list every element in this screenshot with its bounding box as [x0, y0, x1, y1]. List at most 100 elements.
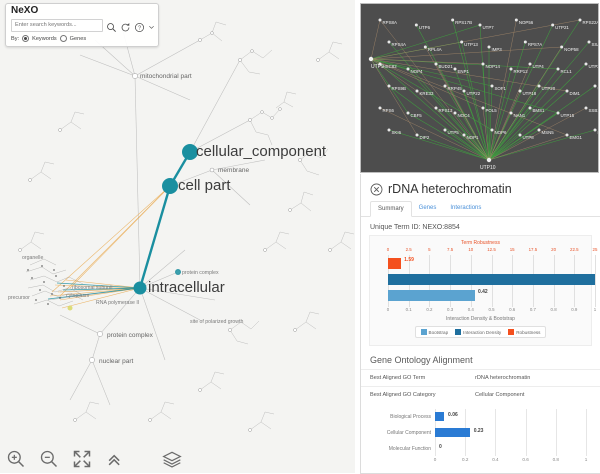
gene-node[interactable] — [453, 111, 457, 115]
node-cellular-component[interactable] — [182, 144, 198, 160]
gene-node[interactable] — [509, 111, 513, 115]
chevron-down-icon[interactable] — [148, 20, 155, 31]
gene-label: EMG1 — [570, 135, 583, 140]
help-icon[interactable]: ? — [134, 20, 145, 32]
legend-label: Bootstrap — [428, 329, 449, 335]
gene-label: UTP13 — [464, 42, 478, 47]
gene-node[interactable] — [387, 40, 391, 44]
gene-node[interactable] — [481, 62, 485, 66]
gene-node[interactable] — [593, 128, 597, 132]
gene-node[interactable] — [578, 18, 582, 22]
legend-swatch — [508, 329, 515, 335]
gene-node[interactable] — [565, 133, 569, 137]
gene-node[interactable] — [584, 106, 588, 110]
gene-label: RPS7A — [528, 42, 542, 47]
gene-node[interactable] — [387, 128, 391, 132]
gene-node[interactable] — [587, 40, 591, 44]
gene-node[interactable] — [460, 40, 464, 44]
gene-node[interactable] — [514, 18, 518, 22]
gene-node[interactable] — [518, 89, 522, 93]
gene-label: UTP20 — [542, 86, 556, 91]
gene-node[interactable] — [414, 23, 418, 27]
zoom-out-icon[interactable] — [39, 449, 59, 469]
search-panel[interactable]: NeXO ? By: Keywords — [5, 3, 159, 47]
gene-node[interactable] — [434, 62, 438, 66]
gene-node[interactable] — [406, 67, 410, 71]
node-cell-part[interactable] — [162, 178, 178, 194]
gene-label: CBF5 — [411, 113, 423, 118]
search-input[interactable] — [11, 18, 103, 32]
tree-label-nuclear-part: nuclear part — [99, 358, 134, 365]
gene-node[interactable] — [478, 23, 482, 27]
tab-interactions[interactable]: Interactions — [450, 205, 482, 211]
chart-legend-wrap: Bootstrap Interaction Density Robustness — [374, 322, 587, 340]
zoom-in-icon[interactable] — [6, 449, 26, 469]
top-tick: 17.5 — [528, 247, 538, 252]
page-title: rDNA heterochromatin — [388, 182, 512, 196]
gene-node[interactable] — [593, 84, 597, 88]
bar-robustness: 1.59 — [388, 257, 414, 269]
go-row: Biological Process 0.06 — [369, 409, 592, 424]
collapse-chevrons-icon[interactable] — [105, 449, 125, 469]
gene-node[interactable] — [443, 84, 447, 88]
gene-node[interactable] — [443, 128, 447, 132]
gene-node[interactable] — [415, 133, 419, 137]
gene-node[interactable] — [378, 62, 382, 66]
gene-node[interactable] — [487, 45, 491, 49]
gene-node[interactable] — [406, 111, 410, 115]
gene-node[interactable] — [434, 106, 438, 110]
gene-node[interactable] — [451, 18, 455, 22]
gene-node[interactable] — [556, 67, 560, 71]
radio-genes[interactable] — [59, 35, 67, 42]
chart-plot-area: 1.59 0.42 — [374, 255, 596, 307]
gene-node[interactable] — [556, 111, 560, 115]
gene-node[interactable] — [584, 62, 588, 66]
by-label: By: — [11, 35, 20, 42]
gene-node[interactable] — [518, 133, 522, 137]
gene-node[interactable] — [528, 62, 532, 66]
gene-node[interactable] — [528, 106, 532, 110]
gene-label: RRP12 — [514, 69, 529, 74]
gene-node[interactable] — [509, 67, 513, 71]
gene-node[interactable] — [378, 106, 382, 110]
gene-node[interactable] — [537, 84, 541, 88]
svg-text:?: ? — [138, 25, 141, 31]
node-intracellular[interactable] — [133, 281, 147, 295]
refresh-icon[interactable] — [120, 20, 131, 31]
gene-node[interactable] — [523, 40, 527, 44]
gene-node[interactable] — [490, 84, 494, 88]
gene-node[interactable] — [537, 128, 541, 132]
radio-genes-label: Genes — [69, 35, 87, 42]
gene-node[interactable] — [462, 89, 466, 93]
tree-label-cytoplasm: cytoplasm — [66, 293, 89, 299]
network-hub-node[interactable] — [486, 157, 492, 163]
gene-node[interactable] — [565, 89, 569, 93]
radio-keywords[interactable] — [22, 35, 30, 42]
search-icon[interactable] — [106, 20, 117, 32]
gene-node[interactable] — [415, 89, 419, 93]
gene-label: RPS13 — [439, 108, 453, 113]
gene-node[interactable] — [378, 18, 382, 22]
gene-node[interactable] — [481, 106, 485, 110]
gene-label: RCL1 — [561, 69, 573, 74]
close-circle-icon[interactable] — [370, 183, 383, 196]
gene-node[interactable] — [490, 128, 494, 132]
gene-label: NOP58 — [564, 47, 579, 52]
gene-label: UTP8 — [523, 135, 535, 140]
gene-node[interactable] — [387, 84, 391, 88]
gene-interaction-network[interactable]: RPS8A UTP6 RPS17B UTP7 NOP56 UTP21 RPS22A RPS4A… — [360, 3, 599, 173]
network-left-hub-node[interactable] — [368, 56, 374, 62]
tab-genes[interactable]: Genes — [418, 205, 437, 211]
top-tick: 10 — [468, 247, 474, 252]
tab-summary[interactable]: Summary — [370, 201, 412, 217]
gene-node[interactable] — [551, 23, 555, 27]
gene-node[interactable] — [560, 45, 564, 49]
layers-icon[interactable] — [162, 449, 182, 469]
ontology-tree-canvas[interactable]: cellular_component cell part intracellul… — [0, 0, 355, 473]
gene-node[interactable] — [462, 133, 466, 137]
gene-node[interactable] — [423, 45, 427, 49]
fit-screen-icon[interactable] — [72, 449, 92, 469]
search-row: ? — [11, 18, 156, 32]
gene-node[interactable] — [453, 67, 457, 71]
